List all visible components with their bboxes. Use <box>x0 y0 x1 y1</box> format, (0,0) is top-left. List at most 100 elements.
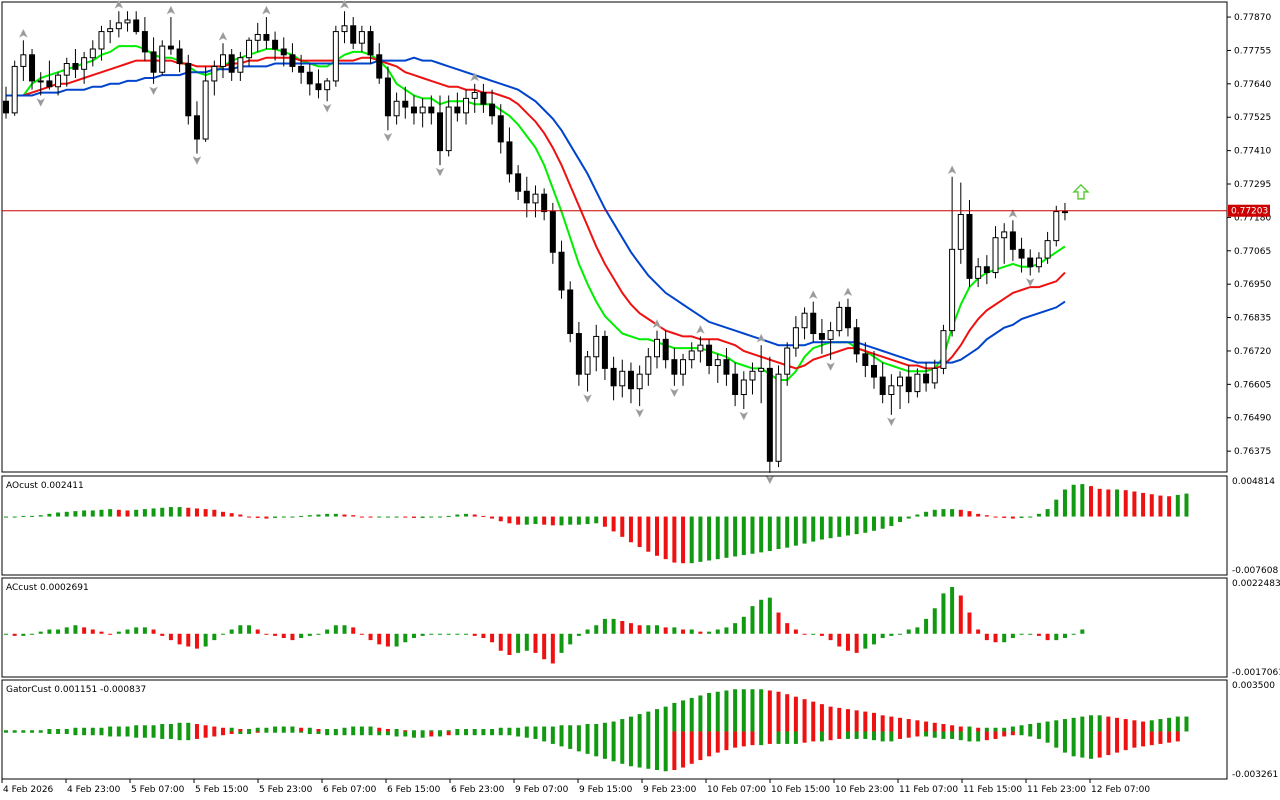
gator-lower-bar <box>1054 731 1059 748</box>
gator-upper-bar <box>993 727 998 732</box>
ao-bar <box>524 516 529 525</box>
ac-bar <box>125 629 130 634</box>
bear-candle <box>923 373 930 384</box>
ao-bar <box>620 516 625 537</box>
ac-pane[interactable]: ACcust 0.0002691 0.0022483 -0.0017061 <box>1 577 1280 678</box>
gator-lower-bar <box>655 731 659 770</box>
ac-bar <box>663 627 668 634</box>
gator-pane[interactable]: GatorCust 0.001151 -0.000837 0.003500 -0… <box>1 679 1278 780</box>
gator-lower-bar <box>516 731 521 737</box>
ac-scale-min: -0.0017061 <box>1232 668 1280 678</box>
bear-candle <box>575 333 582 375</box>
ac-bar <box>290 633 295 641</box>
ac-bar <box>307 633 312 636</box>
gator-upper-bar <box>646 711 651 732</box>
ac-bar <box>281 633 286 639</box>
ao-bar <box>1028 516 1033 518</box>
gator-lower-bar <box>628 731 633 767</box>
ac-bar <box>837 633 842 647</box>
gator-upper-bar <box>472 728 477 732</box>
bull-candle <box>749 370 756 381</box>
ao-pane[interactable]: AOcust 0.002411 0.004814 -0.007608 <box>1 475 1278 576</box>
bear-candle <box>384 77 391 117</box>
bull-candle <box>680 359 687 375</box>
fractal-up-icon <box>470 72 480 82</box>
fractal-up-icon <box>18 28 28 38</box>
bear-candle <box>228 54 235 73</box>
ac-bar <box>1028 633 1033 635</box>
bull-candle <box>636 373 643 390</box>
ao-bar <box>203 509 208 517</box>
gator-lower-bar <box>958 731 963 741</box>
gator-lower-bar <box>524 731 529 738</box>
fractal-up-icon <box>947 165 957 175</box>
price-pane[interactable]: 0.77870 0.77755 0.77640 0.77525 0.77410 0.772… <box>1 0 1271 485</box>
gator-upper-bar <box>1158 719 1163 732</box>
ac-bar <box>507 633 512 656</box>
ac-bar <box>516 633 521 653</box>
fractal-down-icon <box>583 394 593 404</box>
ac-bar <box>542 633 547 660</box>
gator-lower-bar <box>377 731 382 736</box>
ao-bar <box>464 513 469 517</box>
gator-lower-bar <box>863 731 868 739</box>
fractal-down-icon <box>739 411 749 421</box>
gator-upper-bar <box>707 692 712 732</box>
gator-lower-bar <box>316 731 321 734</box>
gator-upper-bar <box>264 727 269 732</box>
bear-candle <box>853 327 860 355</box>
gator-lower-bar <box>637 731 642 768</box>
gator-upper-bar <box>498 727 503 732</box>
time-axis-label: 6 Feb 15:00 <box>387 785 441 795</box>
bear-candle <box>671 359 678 375</box>
gator-upper-bar <box>637 714 642 732</box>
ac-bar <box>576 633 581 636</box>
ao-indicator-label: AOcust 0.002411 <box>6 481 84 491</box>
gator-lower-bar <box>359 731 364 736</box>
gator-upper-bar <box>411 730 416 732</box>
gator-upper-bar <box>689 697 694 732</box>
gator-lower-bar <box>1149 731 1154 746</box>
ao-scale-max: 0.004814 <box>1232 477 1275 487</box>
gator-lower-bar <box>802 731 807 743</box>
gator-upper-bar <box>767 690 772 732</box>
ac-bar <box>160 633 165 636</box>
ac-bar <box>854 633 859 653</box>
ao-bar <box>281 516 286 518</box>
gator-upper-bar <box>273 726 278 732</box>
fractal-up-icon <box>339 0 350 9</box>
gator-upper-bar <box>854 710 859 732</box>
gator-lower-bar <box>1158 731 1163 744</box>
gator-upper-bar <box>967 726 972 732</box>
ao-bar <box>212 509 217 517</box>
ac-bar <box>438 633 442 635</box>
ac-bar <box>967 612 972 634</box>
ao-bar <box>793 516 798 546</box>
bull-candle <box>957 213 964 250</box>
ao-pane-frame <box>1 475 1228 576</box>
gator-upper-bar <box>594 724 599 732</box>
ac-bar <box>342 625 347 634</box>
bull-candle <box>532 193 539 204</box>
gator-lower-bar <box>785 731 790 744</box>
gator-upper-bar <box>984 727 989 732</box>
gator-upper-bar <box>611 721 616 732</box>
ac-bar <box>368 633 373 641</box>
time-axis-label: 6 Feb 23:00 <box>451 785 505 795</box>
time-axis-label: 9 Feb 23:00 <box>643 785 697 795</box>
bull-candle <box>358 31 365 44</box>
ac-bar <box>941 593 946 634</box>
gator-lower-bar <box>385 731 390 736</box>
gator-upper-bar <box>299 727 304 732</box>
gator-lower-bar <box>1036 731 1041 739</box>
gator-lower-bar <box>99 731 104 736</box>
gator-lower-bar <box>1062 731 1067 753</box>
ac-scale-max: 0.0022483 <box>1232 579 1280 589</box>
gator-histogram <box>4 689 1189 772</box>
gator-upper-bar <box>186 722 191 732</box>
ac-bar <box>64 627 69 634</box>
price-axis-label: 0.77410 <box>1234 147 1271 157</box>
bull-candle <box>931 367 938 384</box>
ac-bar <box>802 633 807 635</box>
